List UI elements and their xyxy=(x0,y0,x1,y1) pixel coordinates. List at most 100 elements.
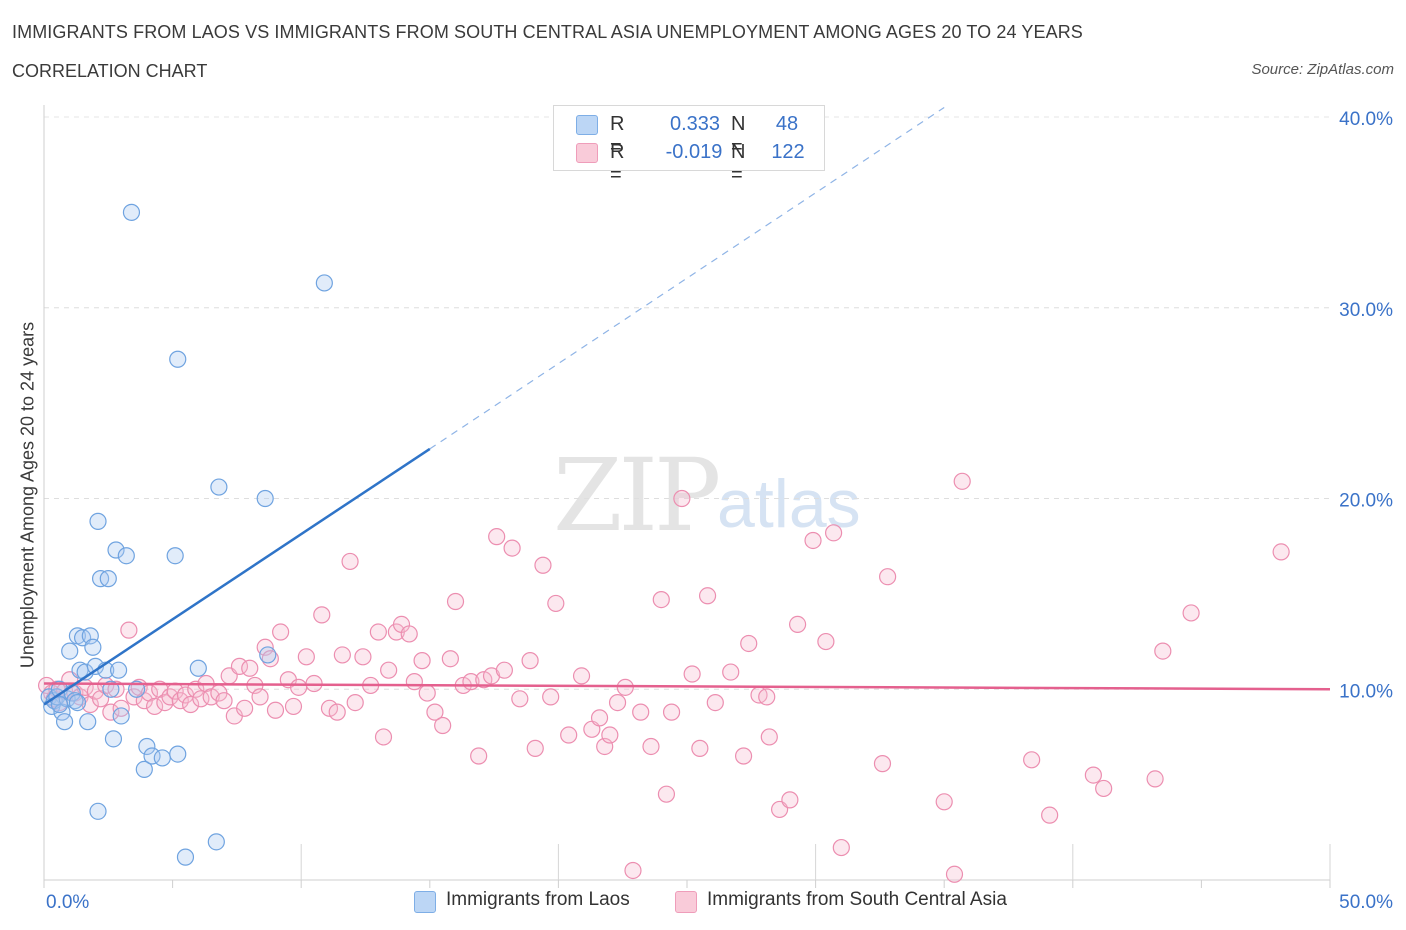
sca-point xyxy=(434,716,452,735)
bottom-sca-swatch xyxy=(675,891,697,913)
sca-point xyxy=(236,699,254,717)
sca-point xyxy=(341,552,359,571)
sca-point xyxy=(608,694,627,712)
sca-point xyxy=(313,606,331,624)
sca-point xyxy=(673,489,691,508)
sca-point xyxy=(722,663,740,681)
sca-point xyxy=(740,634,758,653)
sca-point xyxy=(475,671,493,689)
laos-point xyxy=(109,661,128,679)
sca-point xyxy=(698,587,717,605)
bottom-laos-label: Immigrants from Laos xyxy=(446,889,630,910)
laos-trend-line xyxy=(43,447,431,706)
x-tick-label-max: 50.0% xyxy=(1339,892,1393,913)
sca-point xyxy=(817,632,835,651)
sca-point xyxy=(202,688,220,706)
sca-point xyxy=(758,688,776,706)
sca-point xyxy=(781,791,799,809)
sca-point xyxy=(526,739,544,757)
laos-n-label: N = xyxy=(731,113,746,158)
laos-point xyxy=(169,350,187,368)
sca-point xyxy=(825,524,843,542)
sca-point xyxy=(935,793,953,811)
sca-point xyxy=(215,692,233,710)
y-tick-label: 30.0% xyxy=(1339,300,1393,321)
sca-point xyxy=(873,755,892,773)
sca-point xyxy=(534,556,552,574)
chart-subtitle: CORRELATION CHART xyxy=(12,61,208,81)
sca-point xyxy=(297,648,315,666)
sca-point xyxy=(369,623,387,641)
sca-point xyxy=(145,697,164,716)
sca-point xyxy=(1182,604,1200,622)
laos-point xyxy=(117,547,135,565)
sca-point xyxy=(706,694,724,712)
sca-point xyxy=(503,539,521,557)
sca-point xyxy=(290,678,308,696)
sca-point xyxy=(804,531,822,550)
sca-point xyxy=(120,621,138,639)
laos-point xyxy=(166,547,184,565)
laos-point xyxy=(210,478,228,496)
sca-point xyxy=(354,648,372,666)
sca-point xyxy=(652,590,670,609)
sca-point xyxy=(1272,543,1290,561)
sca-point xyxy=(521,652,539,670)
sca-point xyxy=(691,739,709,757)
sca-point xyxy=(542,688,560,706)
sca-point xyxy=(102,703,120,721)
sca-point xyxy=(107,680,125,698)
watermark-atlas: atlas xyxy=(717,466,861,542)
y-tick-label: 20.0% xyxy=(1339,491,1393,512)
laos-point xyxy=(55,713,74,731)
sca-point xyxy=(241,659,259,677)
laos-point xyxy=(153,749,171,767)
sca-n-value: 122 xyxy=(771,141,805,163)
stats-legend: R = 0.333 N = 48 R = -0.019 N = 122 xyxy=(553,105,825,186)
sca-point xyxy=(413,652,431,670)
sca-point xyxy=(374,728,393,746)
sca-point xyxy=(879,568,897,586)
laos-point xyxy=(122,203,141,221)
sca-point xyxy=(832,838,850,857)
sca-point xyxy=(230,657,249,675)
laos-point xyxy=(169,745,187,763)
laos-point xyxy=(135,760,153,778)
laos-point xyxy=(99,570,117,588)
sca-point xyxy=(333,646,351,664)
sca-point xyxy=(400,625,418,643)
sca-point xyxy=(272,623,290,641)
sca-point xyxy=(642,737,660,756)
sca-point xyxy=(632,703,650,721)
sca-point xyxy=(380,661,398,679)
sca-point xyxy=(251,688,269,706)
laos-point xyxy=(50,695,69,714)
laos-point xyxy=(61,642,79,660)
sca-point xyxy=(346,694,364,712)
x-tick-label-min: 0.0% xyxy=(46,892,89,913)
sca-point xyxy=(572,667,591,685)
sca-point xyxy=(1146,770,1164,788)
sca-point xyxy=(488,528,506,546)
sca-point xyxy=(734,747,753,765)
sca-point xyxy=(547,594,565,613)
laos-r-value: 0.333 xyxy=(669,113,721,135)
bottom-laos-swatch xyxy=(414,891,436,913)
sca-point xyxy=(426,703,444,721)
sca-point xyxy=(266,701,285,719)
sca-point xyxy=(1154,642,1172,660)
sca-r-label: R = xyxy=(610,141,625,186)
laos-point xyxy=(259,646,277,664)
laos-point xyxy=(189,659,207,677)
sca-swatch xyxy=(576,143,598,163)
sca-point xyxy=(495,661,513,679)
laos-point xyxy=(79,713,97,731)
sca-point xyxy=(560,726,578,744)
watermark-zip: ZIP xyxy=(553,437,721,554)
laos-point xyxy=(207,833,225,851)
sca-point xyxy=(320,699,339,717)
sca-point xyxy=(624,861,642,880)
sca-point xyxy=(192,690,210,708)
sca-point xyxy=(511,690,529,708)
